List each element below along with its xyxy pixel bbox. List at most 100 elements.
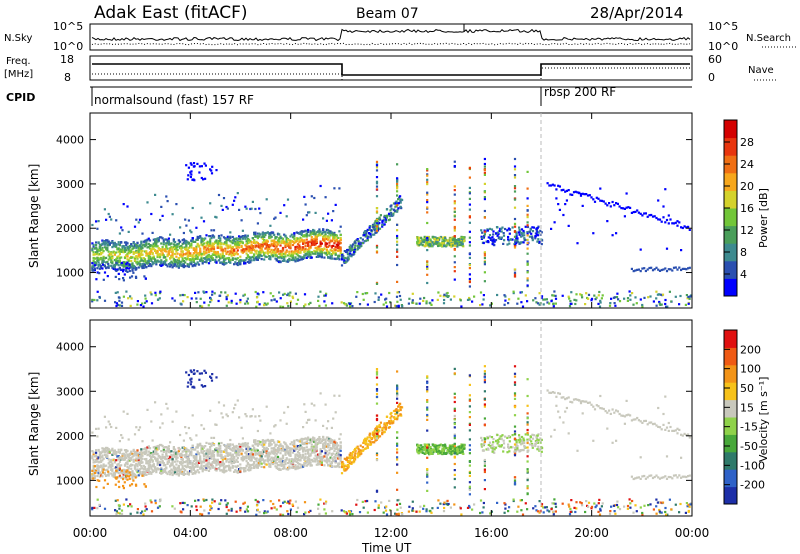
data-cell <box>239 236 242 239</box>
data-cell <box>197 453 201 456</box>
data-cell <box>211 441 214 445</box>
data-cell <box>199 297 202 300</box>
data-cell <box>244 442 247 445</box>
data-cell <box>126 449 129 453</box>
data-cell <box>110 261 113 264</box>
data-cell <box>173 299 176 302</box>
data-cell <box>314 232 317 235</box>
data-cell <box>180 264 183 267</box>
data-cell <box>210 454 213 457</box>
data-cell <box>96 290 99 293</box>
data-cell <box>126 471 129 474</box>
data-cell <box>468 192 471 195</box>
data-cell <box>286 259 290 262</box>
data-cell <box>98 457 101 460</box>
data-cell <box>138 249 142 252</box>
data-cell <box>374 231 377 234</box>
data-cell <box>207 253 211 256</box>
data-cell <box>314 246 317 249</box>
data-cell <box>330 246 333 249</box>
data-cell <box>492 243 495 246</box>
data-cell <box>439 243 442 246</box>
data-cell <box>103 450 106 453</box>
data-cell <box>323 294 326 297</box>
data-cell <box>254 452 257 455</box>
data-cell <box>526 232 529 235</box>
data-cell <box>253 447 256 450</box>
data-cell <box>283 204 286 207</box>
data-cell <box>95 458 98 462</box>
data-cell <box>334 234 337 237</box>
data-cell <box>296 298 300 301</box>
data-cell <box>125 461 128 465</box>
data-cell <box>214 260 217 263</box>
data-cell <box>96 267 99 270</box>
data-cell <box>490 228 494 231</box>
data-cell <box>302 218 305 221</box>
data-cell <box>235 244 238 247</box>
data-cell <box>269 292 272 295</box>
data-cell <box>101 447 104 450</box>
cpid-segment-normalsound: normalsound (fast) 157 RF <box>94 93 254 107</box>
data-cell <box>172 453 175 456</box>
data-cell <box>357 240 360 243</box>
data-cell <box>192 264 195 267</box>
data-cell <box>426 207 429 210</box>
data-cell <box>157 446 160 449</box>
data-cell <box>211 452 214 455</box>
data-cell <box>482 294 485 297</box>
data-cell <box>659 303 662 306</box>
data-cell <box>107 451 110 454</box>
data-cell <box>115 453 118 456</box>
data-cell <box>319 230 322 233</box>
data-cell <box>524 294 527 297</box>
data-cell <box>672 266 676 269</box>
data-cell <box>228 466 231 469</box>
data-cell <box>249 261 252 264</box>
data-cell <box>130 458 133 461</box>
data-cell <box>355 295 358 298</box>
data-cell <box>118 259 121 262</box>
data-cell <box>190 170 193 173</box>
data-cell <box>116 464 119 467</box>
data-cell <box>155 451 158 454</box>
data-cell <box>437 237 440 240</box>
data-cell <box>309 301 312 304</box>
data-cell <box>426 169 429 172</box>
data-cell <box>144 297 147 300</box>
freq-unit: [MHz] <box>4 69 33 80</box>
data-cell <box>526 238 529 241</box>
data-cell <box>483 233 486 236</box>
data-cell <box>210 245 213 248</box>
data-cell <box>280 257 283 260</box>
data-cell <box>164 463 167 467</box>
data-cell <box>229 438 232 442</box>
data-cell <box>110 257 113 260</box>
data-cell <box>219 453 222 456</box>
data-cell <box>483 165 486 168</box>
data-cell <box>133 256 137 259</box>
data-cell <box>116 467 119 470</box>
data-cell <box>380 293 383 296</box>
freq-label: Freq. <box>6 56 31 67</box>
data-cell <box>231 453 234 456</box>
data-cell <box>215 216 218 219</box>
data-cell <box>176 258 179 262</box>
data-cell <box>172 471 175 474</box>
data-cell <box>113 449 116 452</box>
data-cell <box>122 473 125 476</box>
data-cell <box>130 464 133 467</box>
data-cell <box>641 214 644 217</box>
data-cell <box>182 449 185 452</box>
data-cell <box>98 451 101 454</box>
data-cell <box>181 242 184 245</box>
data-cell <box>176 450 179 453</box>
data-cell <box>253 449 256 452</box>
data-cell <box>396 234 399 238</box>
data-cell <box>396 280 399 283</box>
data-cell <box>175 455 178 458</box>
data-cell <box>137 462 140 465</box>
data-cell <box>106 455 109 459</box>
data-cell <box>513 271 517 274</box>
data-cell <box>196 243 199 247</box>
